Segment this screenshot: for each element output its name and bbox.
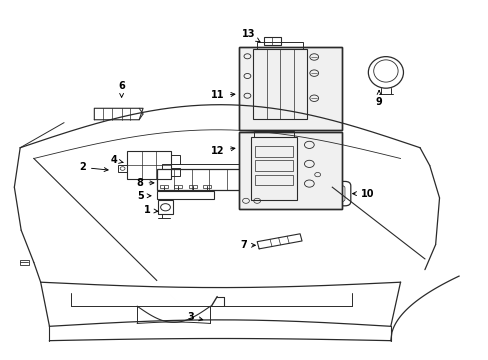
Text: 6: 6 (118, 81, 125, 97)
Bar (174, 185, 182, 188)
Bar (238, 132, 341, 209)
Bar (127, 150, 171, 179)
Text: 12: 12 (211, 145, 234, 156)
Bar (171, 168, 180, 176)
Bar (238, 132, 341, 209)
Bar (203, 185, 210, 188)
Text: 11: 11 (211, 90, 234, 100)
Bar (158, 201, 173, 214)
Text: 4: 4 (110, 155, 123, 165)
Bar (160, 185, 167, 188)
Bar (118, 165, 127, 172)
Text: 7: 7 (240, 240, 255, 250)
Text: 1: 1 (143, 206, 158, 216)
Bar (264, 37, 280, 45)
Bar (257, 42, 303, 49)
Bar (254, 146, 293, 157)
Bar (238, 47, 341, 130)
Bar (253, 49, 306, 119)
Text: 13: 13 (241, 30, 260, 42)
Text: 9: 9 (375, 90, 382, 107)
Bar (254, 160, 293, 171)
Text: 8: 8 (137, 178, 154, 188)
Bar (20, 260, 29, 265)
Text: 5: 5 (137, 191, 151, 201)
Bar (250, 137, 297, 200)
Bar (161, 164, 239, 169)
Text: 2: 2 (79, 162, 108, 172)
Bar (188, 185, 196, 188)
Text: 10: 10 (352, 189, 373, 199)
Bar (171, 155, 180, 163)
Bar (238, 47, 341, 130)
Bar (254, 175, 293, 185)
Bar (157, 169, 244, 190)
Bar (253, 131, 294, 137)
Bar (157, 191, 214, 199)
Text: 3: 3 (187, 312, 203, 322)
